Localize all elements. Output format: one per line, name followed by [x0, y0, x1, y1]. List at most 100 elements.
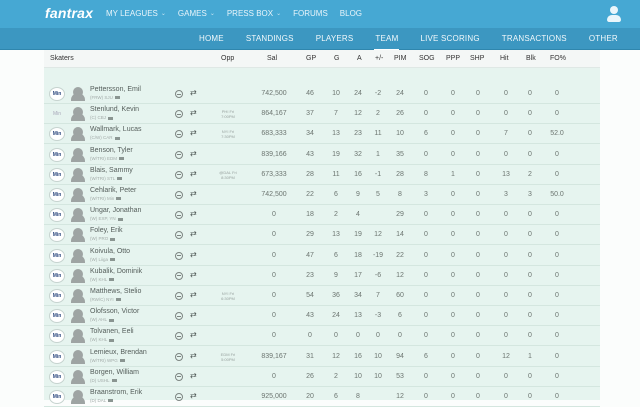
header-g[interactable]: G [334, 55, 340, 62]
drop-player-icon[interactable] [175, 130, 183, 139]
player-name-link[interactable]: Ungar, Jonathan [90, 207, 142, 215]
drop-player-icon[interactable] [175, 191, 183, 199]
table-row[interactable]: Min Olofsson, Victor (W) AHL ⇄ 0 43 24 1… [44, 306, 600, 327]
swap-arrows-icon[interactable]: ⇄ [190, 350, 197, 360]
user-icon[interactable] [606, 6, 622, 22]
slot-button[interactable]: Min [49, 309, 65, 324]
tab-transactions[interactable]: TRANSACTIONS [501, 34, 567, 43]
swap-arrows-icon[interactable]: ⇄ [190, 88, 197, 97]
drop-player-icon[interactable] [175, 231, 183, 240]
swap-arrows-icon[interactable]: ⇄ [190, 249, 197, 259]
news-icon[interactable] [117, 177, 123, 181]
swap-arrows-icon[interactable]: ⇄ [190, 148, 197, 158]
slot-button[interactable]: Min [49, 208, 65, 223]
nav-forums[interactable]: FORUMS [293, 9, 328, 18]
table-row[interactable]: Min Kubalik, Dominik (W) KHL ⇄ 0 23 9 17… [44, 266, 600, 286]
table-row[interactable]: Min Foley, Erik (W) PRO ⇄ 0 29 13 19 12 … [44, 225, 600, 246]
news-icon[interactable] [119, 358, 125, 362]
slot-button[interactable]: Min [49, 268, 65, 283]
table-row[interactable]: Min Pettersson, Emil (FRW) SJU ⇄ 742,500… [44, 84, 600, 104]
drop-player-icon[interactable] [175, 292, 183, 300]
news-icon[interactable] [109, 318, 115, 322]
tab-team[interactable]: TEAM [364, 28, 409, 51]
swap-arrows-icon[interactable]: ⇄ [190, 310, 197, 320]
table-row[interactable]: Min Matthews, Stelio (RW/C) NYI ⇄ NYI Fr… [44, 286, 600, 306]
player-name-link[interactable]: Blais, Sammy [90, 166, 133, 174]
player-name-link[interactable]: Pettersson, Emil [90, 86, 141, 93]
swap-arrows-icon[interactable]: ⇄ [190, 229, 197, 239]
header-sog[interactable]: SOG [419, 55, 435, 62]
news-icon[interactable] [110, 237, 116, 241]
header-sal[interactable]: Sal [267, 55, 278, 62]
header-hit[interactable]: Hit [500, 55, 509, 62]
news-icon[interactable] [110, 257, 116, 261]
nav-my-leagues[interactable]: MY LEAGUES ⌄ [106, 9, 166, 18]
slot-button[interactable]: Min [49, 228, 65, 243]
slot-button[interactable]: Min [49, 188, 65, 202]
swap-arrows-icon[interactable]: ⇄ [190, 269, 197, 279]
drop-player-icon[interactable] [175, 271, 183, 280]
player-name-link[interactable]: Stenlund, Kevin [90, 106, 140, 114]
slot-button[interactable]: Min [49, 289, 65, 303]
drop-player-icon[interactable] [175, 211, 183, 220]
tab-standings[interactable]: STANDINGS [245, 34, 294, 43]
nav-blog[interactable]: BLOG [340, 9, 362, 18]
table-row[interactable]: Min Wallmark, Lucas (C/W) CAR ⇄ NYI Fri … [44, 124, 600, 145]
drop-player-icon[interactable] [175, 332, 183, 341]
swap-arrows-icon[interactable]: ⇄ [190, 168, 197, 178]
player-name-link[interactable]: Benson, Tyler [90, 146, 133, 154]
header-plus-minus[interactable]: +/- [375, 55, 384, 62]
news-icon[interactable] [109, 278, 115, 282]
table-row[interactable]: Min Ungar, Jonathan (W) EXP, YN ⇄ 0 18 2… [44, 205, 600, 226]
news-icon[interactable] [109, 338, 115, 342]
player-name-link[interactable]: Olofsson, Victor [90, 308, 140, 316]
header-ppp[interactable]: PPP [446, 55, 461, 62]
tab-home[interactable]: HOME [199, 34, 224, 43]
player-name-link[interactable]: Koivula, Otto [90, 247, 131, 255]
player-name-link[interactable]: Wallmark, Lucas [90, 126, 142, 134]
tab-players[interactable]: PLAYERS [315, 34, 354, 43]
header-opp[interactable]: Opp [221, 55, 235, 62]
table-row[interactable]: Min Borgen, William (D) USHL ⇄ 0 26 2 10… [44, 367, 600, 387]
nav-games[interactable]: GAMES ⌄ [178, 9, 215, 18]
drop-player-icon[interactable] [175, 312, 183, 321]
news-icon[interactable] [108, 116, 113, 120]
tab-live-scoring[interactable]: LIVE SCORING [420, 34, 480, 43]
slot-button[interactable]: Min [49, 390, 65, 404]
drop-player-icon[interactable] [175, 170, 183, 179]
news-icon[interactable] [111, 379, 117, 383]
table-row[interactable]: Min Koivula, Otto (W) Liiga ⇄ 0 47 6 18 … [44, 246, 600, 266]
news-icon[interactable] [117, 217, 123, 221]
swap-arrows-icon[interactable]: ⇄ [190, 209, 197, 219]
swap-arrows-icon[interactable]: ⇄ [190, 108, 197, 118]
header-a[interactable]: A [357, 55, 362, 62]
slot-button[interactable]: Min [49, 167, 65, 182]
news-icon[interactable] [116, 197, 122, 201]
table-row[interactable]: Min Cehlarik, Peter (W/TRI) Min ⇄ 742,50… [44, 185, 600, 205]
header-fo-pct[interactable]: FO% [550, 55, 566, 62]
drop-player-icon[interactable] [175, 110, 183, 119]
player-name-link[interactable]: Cehlarik, Peter [90, 187, 137, 194]
swap-arrows-icon[interactable]: ⇄ [190, 391, 197, 400]
swap-arrows-icon[interactable]: ⇄ [190, 189, 197, 198]
table-row[interactable]: Min Braanstrom, Erik (D) DAL ⇄ 925,000 2… [44, 387, 600, 407]
player-name-link[interactable]: Matthews, Stelio [90, 288, 142, 295]
slot-button[interactable]: Min [49, 349, 65, 364]
slot-button[interactable]: Min [49, 127, 65, 142]
slot-button[interactable]: Min [49, 369, 65, 384]
news-icon[interactable] [119, 156, 124, 160]
player-name-link[interactable]: Foley, Erik [90, 227, 123, 235]
slot-button[interactable]: Min [49, 87, 65, 101]
swap-arrows-icon[interactable]: ⇄ [190, 370, 197, 380]
news-icon[interactable] [115, 298, 121, 302]
drop-player-icon[interactable] [175, 90, 183, 98]
header-pim[interactable]: PIM [394, 55, 407, 62]
player-name-link[interactable]: Kubalik, Dominik [90, 267, 143, 275]
drop-player-icon[interactable] [175, 150, 183, 159]
slot-button[interactable]: Min [49, 147, 65, 162]
tab-other[interactable]: OTHER [588, 34, 618, 43]
swap-arrows-icon[interactable]: ⇄ [190, 128, 197, 138]
fantrax-logo[interactable]: fantrax [45, 5, 94, 21]
drop-player-icon[interactable] [175, 352, 183, 361]
table-row[interactable]: Min Lemieux, Brendan (W/TRI) WPG ⇄ EDM F… [44, 347, 600, 367]
